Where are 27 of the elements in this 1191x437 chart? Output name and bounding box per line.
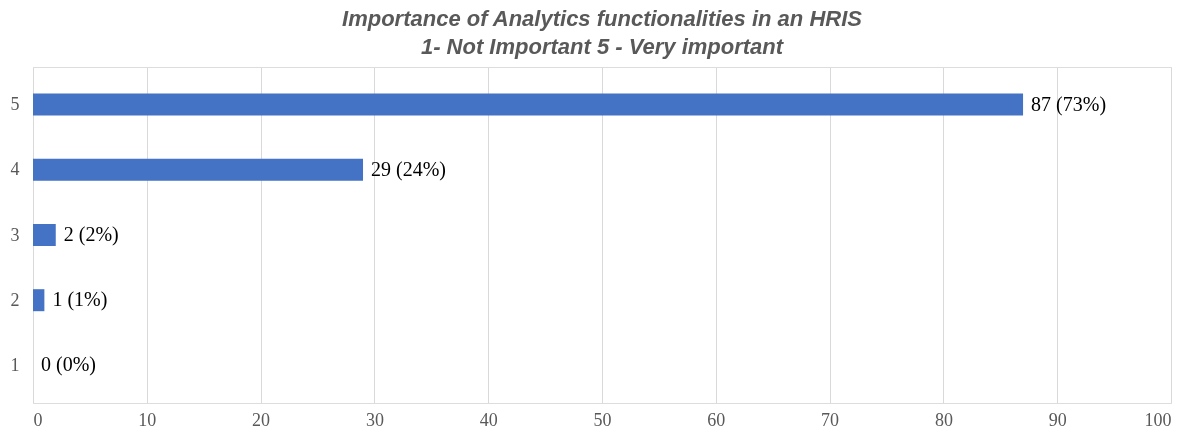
x-tick-label: 10	[138, 409, 157, 430]
y-tick-label: 2	[10, 289, 20, 310]
x-tick-label: 90	[1048, 409, 1067, 430]
x-tick-label: 20	[252, 409, 271, 430]
x-tick-label: 0	[33, 409, 43, 430]
chart-title: Importance of Analytics functionalities in an HRIS	[342, 6, 863, 31]
x-tick-label: 80	[934, 409, 953, 430]
chart-subtitle: 1- Not Important 5 - Very important	[420, 34, 785, 59]
bar	[33, 93, 1024, 116]
y-tick-label: 1	[10, 354, 20, 375]
y-tick-label: 3	[10, 224, 20, 245]
data-label: 2 (2%)	[63, 223, 119, 246]
data-label: 1 (1%)	[52, 288, 108, 312]
bar	[33, 289, 45, 312]
x-tick-label: 60	[707, 409, 726, 430]
y-tick-label: 4	[10, 159, 20, 180]
bar	[33, 224, 56, 246]
x-tick-label: 50	[593, 409, 612, 430]
y-tick-label: 5	[10, 94, 20, 115]
x-tick-label: 70	[821, 409, 840, 430]
data-label: 87 (73%)	[1031, 92, 1107, 116]
data-label: 0 (0%)	[41, 353, 96, 377]
x-tick-label: 100	[1144, 409, 1172, 430]
x-tick-label: 40	[479, 409, 498, 430]
data-label: 29 (24%)	[371, 157, 446, 181]
x-tick-label: 30	[365, 409, 384, 430]
bar	[33, 158, 364, 181]
